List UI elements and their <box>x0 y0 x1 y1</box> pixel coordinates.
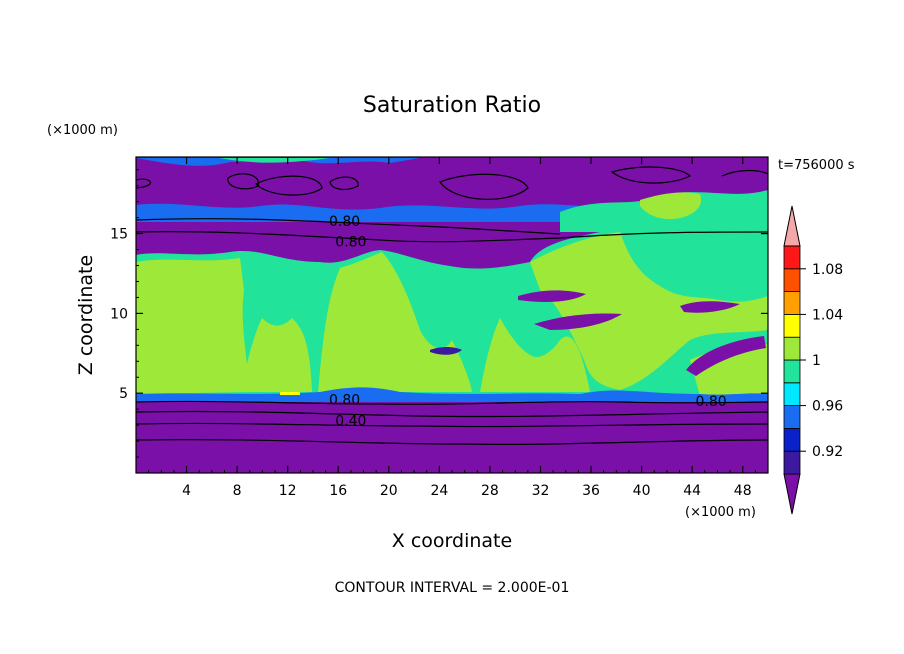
field-region-lower <box>136 402 768 473</box>
colorbar-extend-low <box>783 473 801 515</box>
colorbar-label: 1.04 <box>812 307 843 323</box>
field-region-104-spot <box>280 392 300 395</box>
x-tick-label: 8 <box>233 483 242 499</box>
contour-label: 0.80 <box>329 393 360 409</box>
contour-label-group: 0.80 0.80 0.80 0.40 0.80 <box>329 214 727 429</box>
x-tick-label: 20 <box>380 483 398 499</box>
colorbar-band <box>783 336 801 361</box>
contour-label: 0.40 <box>335 413 366 429</box>
x-tick-label: 24 <box>430 483 448 499</box>
x-tick-label: 16 <box>329 483 347 499</box>
field-region-100-upper <box>640 192 702 220</box>
colorbar-band <box>783 245 801 270</box>
field-streak-5 <box>430 347 462 355</box>
contour-label: 0.80 <box>329 214 360 230</box>
x-tick-label: 4 <box>182 483 191 499</box>
colorbar: 0.92 0.96 1 1.04 1.08 <box>783 205 843 515</box>
y-tick-label: 5 <box>119 386 128 402</box>
y-tick-label: 10 <box>110 306 128 322</box>
field-region-100-right <box>530 232 768 390</box>
colorbar-band <box>783 450 801 475</box>
field-streak-1 <box>518 290 586 302</box>
field-region-base-transition <box>136 387 768 402</box>
contour-label: 0.80 <box>696 394 727 410</box>
field-region-100-left <box>136 258 250 394</box>
x-tick-label: 32 <box>532 483 550 499</box>
x-tick-label: 12 <box>279 483 297 499</box>
colorbar-label: 0.92 <box>812 444 843 460</box>
x-unit-label: (×1000 m) <box>685 505 756 520</box>
colorbar-band <box>783 427 801 452</box>
colorbar-band <box>783 313 801 338</box>
contour-lines <box>136 166 768 445</box>
colorbar-label: 1 <box>812 353 821 369</box>
colorbar-label: 1.08 <box>812 262 843 278</box>
x-tick-label: 40 <box>633 483 651 499</box>
contour-interval-note: CONTOUR INTERVAL = 2.000E-01 <box>335 580 570 596</box>
y-axis-label: Z coordinate <box>75 255 97 375</box>
colorbar-band <box>783 382 801 406</box>
field-region-100-b <box>242 318 312 392</box>
colorbar-label: 0.96 <box>812 399 843 415</box>
y-unit-label: (×1000 m) <box>47 123 118 138</box>
saturation-field <box>136 157 768 473</box>
x-tick-label: 44 <box>683 483 701 499</box>
x-tick-label: 28 <box>481 483 499 499</box>
colorbar-band <box>783 268 801 292</box>
colorbar-extend-high <box>783 205 801 247</box>
colorbar-band <box>783 291 801 315</box>
y-axis-ticks: 5 10 15 <box>110 169 768 458</box>
contour-label: 0.80 <box>335 235 366 251</box>
x-axis-ticks: 4 8 12 16 20 24 28 32 36 40 44 48 <box>148 157 756 499</box>
field-region-upper-streak <box>136 158 420 166</box>
x-tick-label: 48 <box>734 483 752 499</box>
field-region-upper-streak-green <box>220 158 330 163</box>
x-axis-label: X coordinate <box>392 530 512 552</box>
colorbar-band <box>783 405 801 429</box>
x-tick-label: 36 <box>582 483 600 499</box>
colorbar-band <box>783 359 801 384</box>
field-streak-4 <box>686 336 766 376</box>
y-tick-label: 15 <box>110 227 128 243</box>
field-region-100-c <box>480 318 590 392</box>
chart-title: Saturation Ratio <box>363 93 541 118</box>
time-label: t=756000 s <box>778 158 855 173</box>
field-region-100-center <box>318 252 472 392</box>
field-streak-3 <box>680 301 740 313</box>
field-streak-2 <box>534 313 622 330</box>
